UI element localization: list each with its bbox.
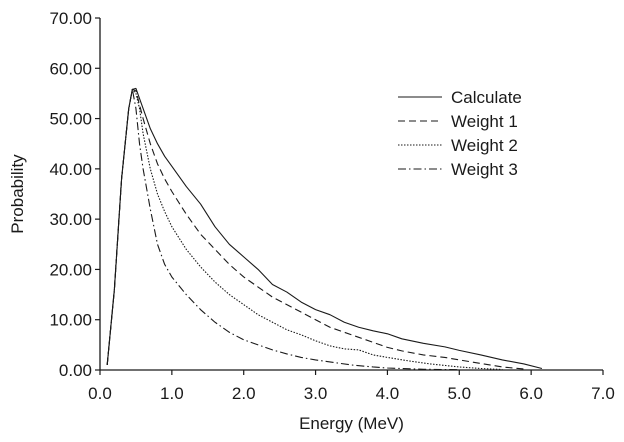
- legend: Calculate Weight 1 Weight 2 Weight 3: [398, 88, 522, 179]
- y-tick-label: 10.00: [49, 311, 92, 330]
- x-ticks: 0.0 1.0 2.0 3.0 4.0 5.0 6.0 7.0: [88, 370, 615, 403]
- legend-label-calculate: Calculate: [451, 88, 522, 107]
- x-axis-title: Energy (MeV): [299, 414, 404, 433]
- y-tick-label: 20.00: [49, 260, 92, 279]
- y-tick-label: 50.00: [49, 110, 92, 129]
- y-tick-label: 70.00: [49, 9, 92, 28]
- y-tick-label: 30.00: [49, 210, 92, 229]
- legend-label-weight-2: Weight 2: [451, 136, 518, 155]
- series-line-calculate: [106, 87, 543, 370]
- y-ticks: 0.00 10.00 20.00 30.00 40.00 50.00 60.00 70.00: [49, 9, 100, 380]
- x-tick-label: 1.0: [160, 384, 184, 403]
- x-tick-label: 6.0: [519, 384, 543, 403]
- x-tick-label: 4.0: [376, 384, 400, 403]
- y-tick-label: 0.00: [59, 361, 92, 380]
- y-tick-label: 60.00: [49, 59, 92, 78]
- series-lines: [106, 87, 543, 371]
- y-tick-label: 40.00: [49, 160, 92, 179]
- x-tick-label: 5.0: [447, 384, 471, 403]
- x-tick-label: 0.0: [88, 384, 112, 403]
- x-tick-label: 3.0: [304, 384, 328, 403]
- axes-layer: [99, 18, 603, 371]
- series-line-weight-2: [106, 88, 503, 371]
- x-tick-label: 7.0: [591, 384, 615, 403]
- legend-label-weight-3: Weight 3: [451, 160, 518, 179]
- y-axis-title: Probability: [8, 154, 27, 234]
- series-line-weight-1: [106, 88, 525, 370]
- x-tick-label: 2.0: [232, 384, 256, 403]
- series-line-weight-3: [106, 88, 460, 371]
- legend-label-weight-1: Weight 1: [451, 112, 518, 131]
